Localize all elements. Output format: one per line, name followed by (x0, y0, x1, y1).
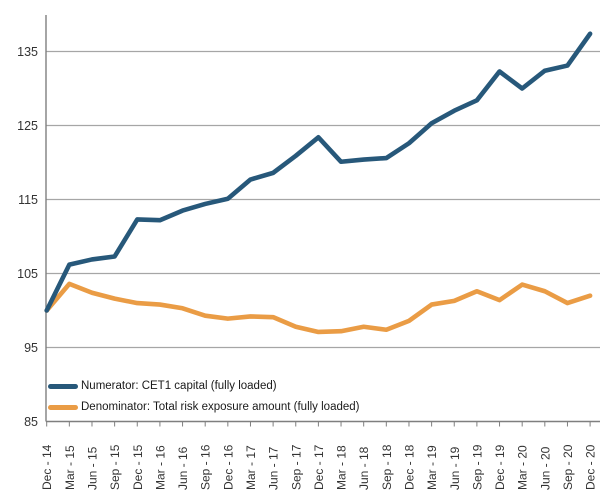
x-axis-tick-label: Jun - 19 (448, 446, 462, 490)
denominator-legend-label: Denominator: Total risk exposure amount … (81, 401, 360, 413)
y-axis-tick-label: 125 (17, 119, 38, 133)
x-axis-tick-label: Sep - 20 (561, 444, 575, 490)
x-axis-tick-label: Sep - 16 (199, 444, 213, 490)
x-axis-tick-label: Mar - 17 (244, 445, 258, 490)
x-axis-tick-label: Dec - 20 (584, 444, 598, 490)
x-axis-tick-label: Sep - 15 (108, 444, 122, 490)
y-axis-tick-label: 115 (18, 193, 38, 207)
x-axis-tick-label: Sep - 19 (470, 444, 484, 490)
x-axis-tick-label: Dec - 19 (493, 444, 507, 490)
x-axis-tick-label: Jun - 18 (357, 446, 371, 490)
x-axis-tick-label: Jun - 16 (176, 446, 190, 490)
numerator-legend-label: Numerator: CET1 capital (fully loaded) (81, 380, 277, 392)
denominator-line (44, 281, 593, 335)
y-axis-tick-label: 95 (24, 341, 38, 355)
x-axis-tick-label: Mar - 19 (425, 445, 439, 490)
x-axis-tick-label: Sep - 17 (289, 444, 303, 490)
x-axis-tick-label: Dec - 14 (40, 444, 54, 490)
y-axis-tick-label: 85 (24, 415, 38, 429)
denominator-line-swatch (48, 405, 78, 410)
x-axis-tick-label: Dec - 16 (221, 444, 235, 490)
x-axis-tick-label: Mar - 15 (63, 445, 77, 490)
x-axis-tick-label: Mar - 18 (335, 445, 349, 490)
numerator-line-swatch (48, 384, 78, 389)
x-axis-tick-label: Jun - 20 (538, 446, 552, 490)
x-axis-tick-label: Mar - 20 (516, 445, 530, 490)
x-axis-tick-label: Jun - 17 (267, 446, 281, 490)
x-axis-tick-label: Jun - 15 (85, 446, 99, 490)
x-axis-tick-label: Mar - 16 (153, 445, 167, 490)
legend-item-denominator: Denominator: Total risk exposure amount … (48, 401, 359, 414)
x-axis-tick-label: Sep - 18 (380, 444, 394, 490)
y-axis-tick-label: 105 (17, 267, 38, 281)
y-axis-tick-label: 135 (17, 45, 38, 59)
legend-item-numerator: Numerator: CET1 capital (fully loaded) (48, 380, 359, 393)
x-axis-tick-label: Dec - 15 (131, 444, 145, 490)
numerator-line (44, 31, 593, 313)
x-axis-tick-label: Dec - 17 (312, 444, 326, 490)
x-axis-tick-label: Dec - 18 (402, 444, 416, 490)
legend: Numerator: CET1 capital (fully loaded) D… (48, 380, 359, 414)
